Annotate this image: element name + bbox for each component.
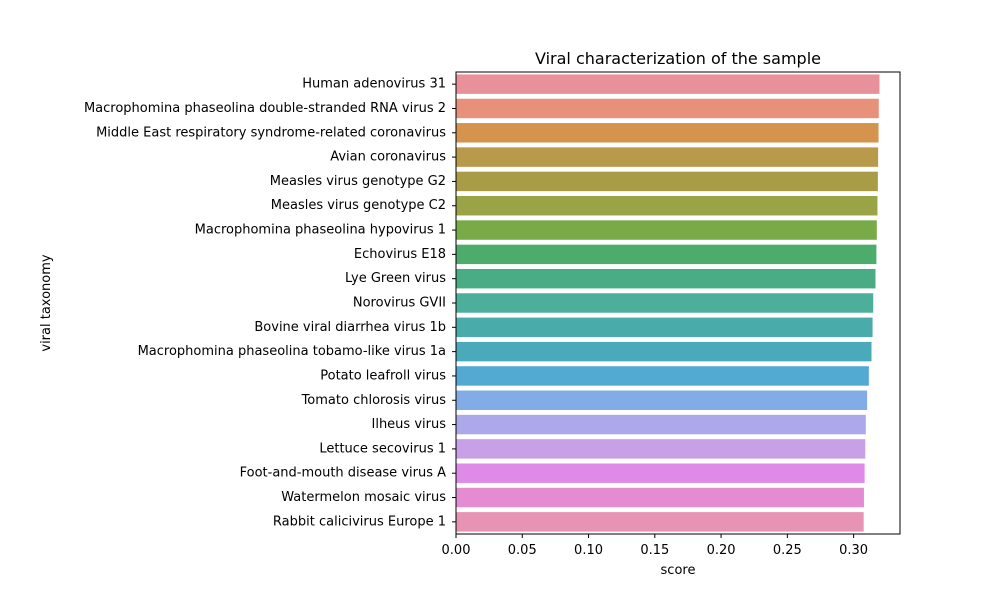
- x-tick-label: 0.20: [707, 543, 736, 558]
- category-label: Watermelon mosaic virus: [281, 490, 446, 505]
- category-label: Macrophomina phaseolina double-stranded …: [84, 101, 446, 116]
- category-label: Foot-and-mouth disease virus A: [240, 466, 446, 481]
- y-axis-label: viral taxonomy: [39, 254, 54, 352]
- bar: [456, 317, 873, 338]
- x-axis-label: score: [661, 563, 696, 578]
- bar: [456, 244, 877, 265]
- bar: [456, 196, 878, 216]
- bar: [456, 123, 879, 143]
- x-tick-label: 0.10: [574, 543, 603, 558]
- category-label: Echovirus E18: [354, 247, 446, 262]
- category-label: Lettuce secovirus 1: [319, 441, 446, 456]
- category-label: Rabbit calicivirus Europe 1: [273, 514, 446, 529]
- category-label: Human adenovirus 31: [302, 77, 446, 92]
- bar: [456, 171, 878, 192]
- bar: [456, 414, 866, 435]
- x-tick-label: 0.30: [839, 543, 868, 558]
- bar: [456, 220, 877, 240]
- category-labels: Human adenovirus 31 Macrophomina phaseoli…: [84, 77, 456, 529]
- x-tick-label: 0.25: [773, 543, 802, 558]
- category-label: Middle East respiratory syndrome-related…: [96, 125, 446, 140]
- bar: [456, 366, 869, 386]
- category-label: Ilheus virus: [372, 417, 447, 432]
- bar: [456, 268, 876, 289]
- x-axis-ticks: 0.00 0.05 0.10 0.15 0.20 0.25 0.30: [442, 534, 868, 558]
- category-label: Norovirus GVII: [353, 296, 446, 311]
- category-label: Bovine viral diarrhea virus 1b: [254, 320, 446, 335]
- bar: [456, 74, 880, 94]
- category-label: Lye Green virus: [345, 271, 446, 286]
- category-label: Measles virus genotype G2: [270, 174, 446, 189]
- bars-layer: [456, 74, 880, 532]
- bar: [456, 341, 872, 362]
- bar: [456, 487, 864, 508]
- x-tick-label: 0.15: [640, 543, 669, 558]
- category-label: Potato leafroll virus: [320, 368, 446, 383]
- bar: [456, 98, 879, 119]
- x-tick-label: 0.05: [508, 543, 537, 558]
- bar: [456, 293, 874, 313]
- bar: [456, 512, 864, 532]
- bar: [456, 439, 866, 459]
- category-label: Macrophomina phaseolina hypovirus 1: [195, 223, 446, 238]
- chart-title: Viral characterization of the sample: [535, 49, 821, 68]
- category-label: Tomato chlorosis virus: [301, 393, 447, 408]
- plot-frame: [455, 71, 901, 535]
- bar: [456, 390, 868, 410]
- category-label: Macrophomina phaseolina tobamo-like viru…: [138, 344, 446, 359]
- category-label: Avian coronavirus: [330, 150, 446, 165]
- bar: [456, 463, 865, 483]
- bar: [456, 147, 879, 167]
- x-tick-label: 0.00: [442, 543, 471, 558]
- category-label: Measles virus genotype C2: [271, 198, 446, 213]
